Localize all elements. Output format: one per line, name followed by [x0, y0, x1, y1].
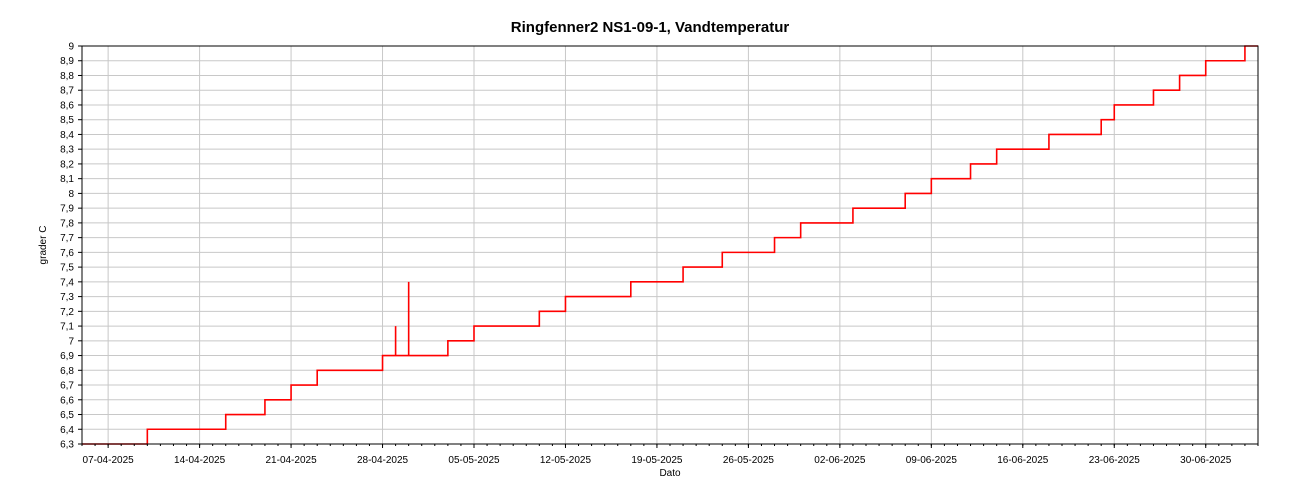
y-tick-label: 7,9 [60, 204, 74, 215]
y-tick-label: 8,9 [60, 56, 74, 67]
x-tick-label: 21-04-2025 [265, 455, 317, 466]
y-tick-label: 6,8 [60, 366, 74, 377]
y-tick-label: 9 [68, 42, 74, 53]
y-tick-label: 7,7 [60, 233, 74, 244]
y-tick-label: 8,3 [60, 145, 74, 156]
plot-frame [81, 45, 1259, 445]
y-tick-label: 8,1 [60, 174, 74, 185]
y-tick-label: 6,7 [60, 381, 74, 392]
series-line [82, 45, 1258, 445]
y-tick-label: 8,4 [60, 130, 74, 141]
y-axis: 6,3 6,4 6,5 6,6 6,7 6,8 6,9 7 7,1 7,2 7,3 7,4 7,5 7,6… [60, 42, 82, 451]
x-tick-label: 30-06-2025 [1180, 455, 1232, 466]
y-tick-label: 6,9 [60, 351, 74, 362]
y-tick-label: 8,8 [60, 71, 74, 82]
y-tick-label: 8,6 [60, 100, 74, 111]
y-tick-label: 8 [68, 189, 74, 200]
y-tick-label: 7,2 [60, 307, 74, 318]
chart-title: Ringfenner2 NS1-09-1, Vandtemperatur [510, 19, 790, 36]
y-tick-label: 7,5 [60, 263, 74, 274]
x-tick-label: 19-05-2025 [631, 455, 683, 466]
y-tick-label: 7 [68, 336, 74, 347]
grid-layer [82, 45, 1258, 445]
x-tick-label: 09-06-2025 [906, 455, 958, 466]
x-axis: 07-04-2025 14-04-2025 21-04-2025 28-04-2025… [81, 444, 1259, 466]
x-tick-label: 28-04-2025 [357, 455, 409, 466]
y-tick-label: 6,5 [60, 410, 74, 421]
y-axis-label: grader C [38, 226, 49, 265]
y-tick-label: 6,6 [60, 395, 74, 406]
y-tick-label: 7,3 [60, 292, 74, 303]
x-tick-label: 07-04-2025 [83, 455, 135, 466]
y-tick-label: 6,4 [60, 425, 74, 436]
x-tick-label: 14-04-2025 [174, 455, 226, 466]
y-tick-label: 7,1 [60, 322, 74, 333]
y-tick-label: 8,2 [60, 159, 74, 170]
x-tick-label: 05-05-2025 [448, 455, 500, 466]
y-tick-label: 7,6 [60, 248, 74, 259]
series-layer [82, 45, 1258, 445]
y-tick-label: 8,5 [60, 115, 74, 126]
x-tick-label: 23-06-2025 [1089, 455, 1141, 466]
x-tick-label: 26-05-2025 [723, 455, 775, 466]
x-tick-label: 02-06-2025 [814, 455, 866, 466]
x-tick-label: 16-06-2025 [997, 455, 1049, 466]
y-tick-label: 8,7 [60, 86, 74, 97]
y-tick-label: 7,8 [60, 218, 74, 229]
y-tick-label: 6,3 [60, 440, 74, 451]
x-tick-label: 12-05-2025 [540, 455, 592, 466]
y-tick-label: 7,4 [60, 277, 74, 288]
x-axis-label: Dato [659, 468, 681, 479]
